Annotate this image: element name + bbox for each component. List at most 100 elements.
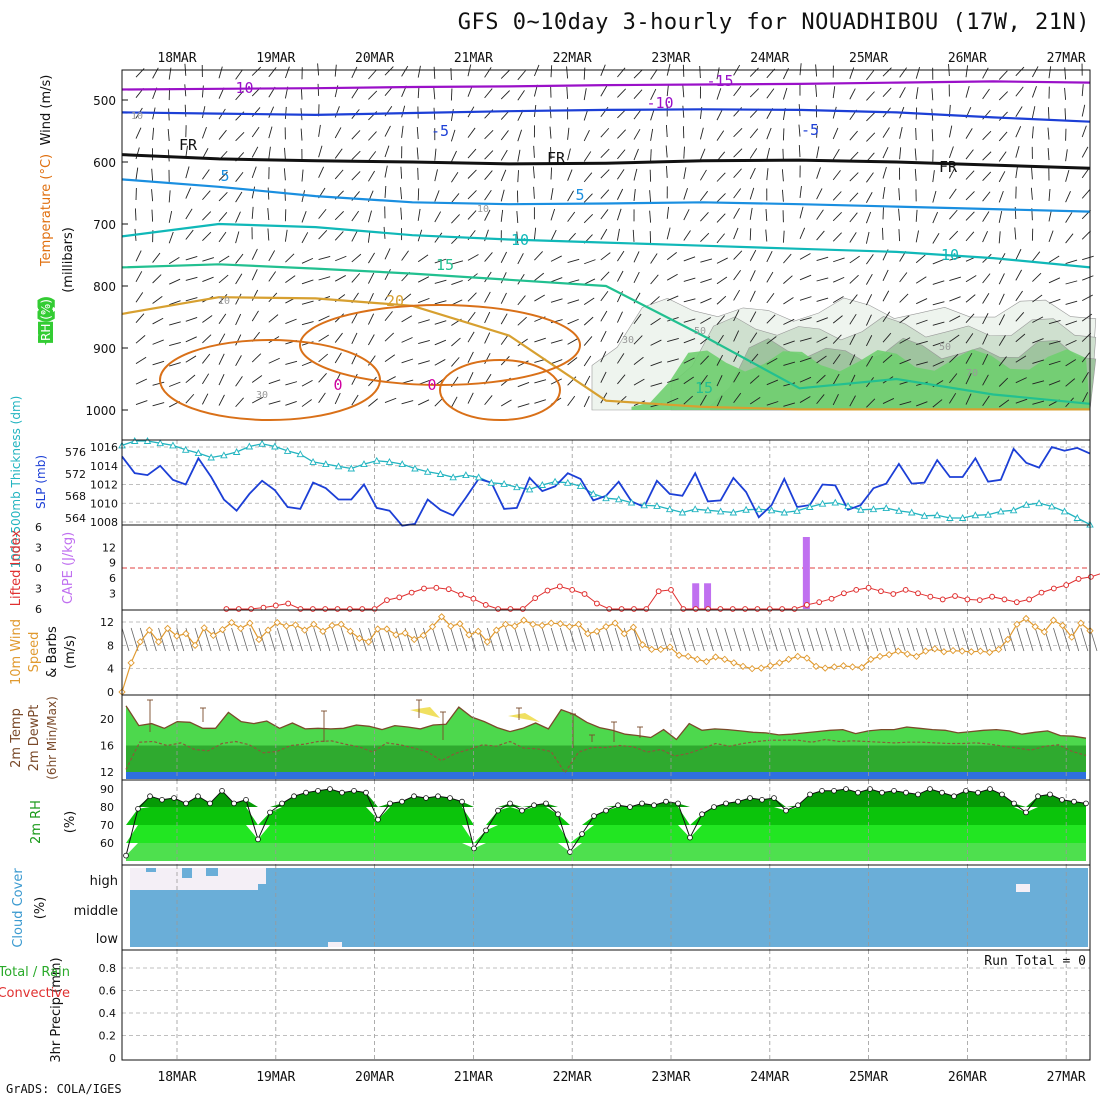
wind-barb (832, 315, 843, 324)
rh2m-marker (303, 789, 309, 796)
wind-barb (749, 187, 755, 200)
wind-barb (600, 271, 610, 281)
surface-wind-barb (532, 627, 541, 652)
wind-barb (965, 149, 974, 160)
cape-tick: 12 (102, 541, 116, 554)
data-marker (1063, 582, 1070, 588)
wind-barb (816, 317, 828, 323)
wind-marker (565, 623, 574, 631)
rh2m-marker (327, 786, 333, 792)
thickness-marker (882, 504, 890, 512)
rh2m-marker (819, 787, 825, 794)
rh2m-marker (195, 793, 201, 799)
surface-wind-barb (870, 627, 879, 652)
wind-barb (666, 252, 677, 261)
wind-barb (1048, 230, 1054, 243)
wind-barb (267, 228, 270, 241)
wind-barb (1031, 126, 1034, 139)
wind-barb (550, 339, 563, 344)
rh2m-marker (795, 802, 801, 808)
wind-barb (600, 169, 610, 179)
rh2m-marker (423, 795, 429, 801)
wind-barb (600, 252, 611, 261)
surface-wind-barb (760, 627, 769, 652)
data-marker (544, 587, 551, 594)
wind-barb (317, 63, 320, 76)
wind-barb (617, 332, 624, 344)
wind-barb (849, 172, 859, 182)
wind-marker (483, 638, 491, 646)
surface-wind-barb (377, 627, 386, 652)
wind-barb (633, 109, 642, 120)
wind-barb (500, 69, 510, 79)
ylabel-cape: CAPE (J/kg) (61, 532, 76, 604)
wind-barb (367, 272, 375, 284)
ylabel-cloud-unit: (%) (33, 897, 48, 920)
wind-marker (940, 648, 948, 656)
wind-barb (434, 359, 446, 366)
wind-barb (202, 373, 210, 385)
wind-barb (650, 361, 663, 367)
ylabel-li: Lifted Index (9, 529, 24, 606)
thickness-series (121, 440, 1091, 526)
wind-marker (264, 626, 272, 634)
rh2m-marker (375, 816, 381, 823)
wind-barb (284, 66, 290, 79)
data-marker (878, 588, 884, 595)
wind-barb (517, 90, 525, 101)
date-label-bottom: 24MAR (750, 1070, 789, 1085)
wind-barb (301, 211, 307, 223)
wind-barb (649, 190, 652, 203)
wind-barb (683, 318, 696, 323)
wind-barb (882, 398, 895, 404)
wind-marker (291, 621, 300, 629)
wind-barb (283, 168, 286, 181)
wind-barb (235, 191, 243, 203)
wind-barb (633, 89, 643, 99)
rh2m-marker (771, 795, 777, 801)
wind-barb (733, 270, 742, 281)
wind-barb (866, 112, 876, 122)
wind-barb (584, 259, 596, 265)
wind-barb (384, 354, 396, 363)
temp-tick: 20 (100, 713, 114, 726)
wind-barb (1065, 212, 1073, 223)
wind-barb (617, 129, 627, 139)
wind-marker (200, 624, 208, 632)
wind-barb (1048, 340, 1061, 345)
wind-barb (866, 398, 876, 408)
wind-marker (401, 629, 409, 637)
wind-barb (666, 165, 668, 178)
wind-barb (1032, 251, 1041, 262)
data-marker (692, 606, 699, 612)
wind-barb (765, 209, 768, 222)
surface-wind-barb (724, 627, 733, 652)
wind-barb (1015, 106, 1023, 117)
wind-barb (335, 255, 347, 262)
date-label-top: 27MAR (1047, 51, 1086, 66)
wind-barb (318, 124, 321, 137)
wind-barb (235, 293, 242, 305)
date-label-bottom: 22MAR (553, 1070, 592, 1085)
wind-barb (152, 381, 165, 386)
wind-barb (202, 276, 214, 283)
wind-barb (682, 85, 685, 98)
isotherm--10 (121, 80, 1091, 91)
wind-marker (1040, 628, 1048, 636)
wind-barb (1048, 66, 1052, 79)
isotherm-10 (121, 222, 1091, 269)
wind-barb (185, 166, 190, 179)
surface-wind-barb (897, 627, 906, 652)
wind-marker (675, 651, 683, 659)
wind-barb (783, 402, 796, 407)
wind-barb (667, 397, 679, 404)
wind-barb (733, 350, 740, 363)
wind-barb (949, 296, 961, 302)
wind-barb (500, 189, 505, 202)
rh2m-marker (531, 802, 537, 808)
wind-barb (384, 66, 394, 76)
contour-label: 5 (220, 167, 229, 185)
rh2m-marker (627, 804, 633, 810)
wind-barb (285, 253, 295, 263)
wind-barb (351, 171, 361, 181)
